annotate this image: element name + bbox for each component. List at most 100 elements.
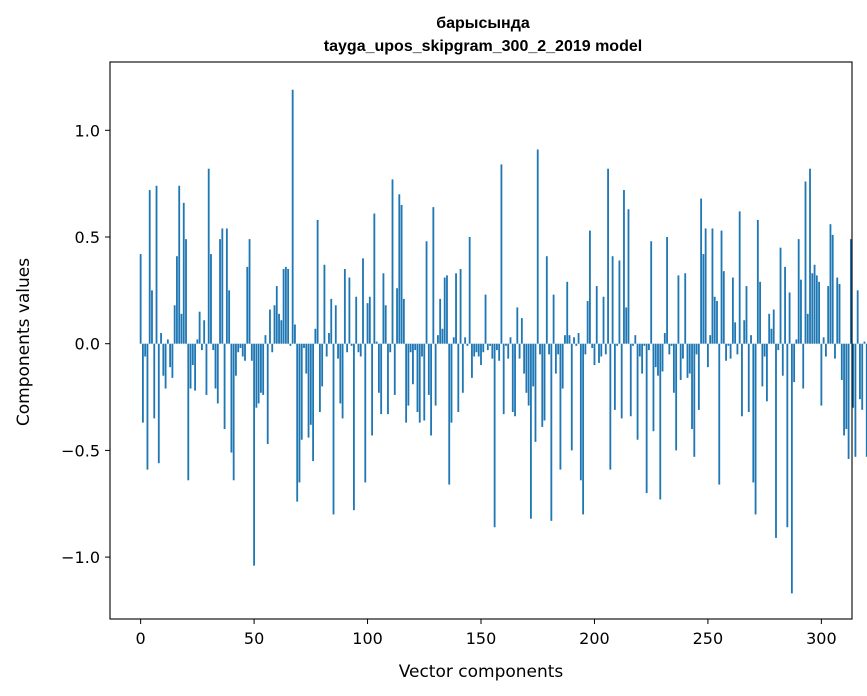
bar-232 — [666, 237, 668, 344]
bar-43 — [237, 343, 240, 353]
bar-8 — [157, 343, 160, 464]
bar-169 — [523, 343, 526, 374]
bar-1 — [141, 343, 144, 423]
bar-257 — [722, 271, 725, 344]
bar-120 — [412, 343, 414, 385]
bar-57 — [269, 309, 271, 344]
bar-147 — [473, 343, 476, 357]
chart-subtitle: tayga_upos_skipgram_300_2_2019 model — [324, 38, 642, 55]
bar-215 — [627, 209, 630, 344]
bar-64 — [284, 266, 287, 344]
bar-40 — [230, 343, 233, 453]
bar-22 — [189, 343, 192, 389]
bar-146 — [471, 343, 473, 378]
bar-109 — [387, 343, 389, 415]
bar-213 — [623, 190, 625, 344]
bar-234 — [670, 343, 673, 346]
y-tick-label: −0.5 — [61, 441, 100, 460]
bar-203 — [600, 343, 603, 357]
bar-18 — [180, 313, 183, 344]
bar-38 — [225, 228, 228, 344]
bar-212 — [620, 343, 623, 419]
bar-173 — [532, 343, 535, 387]
bar-7 — [155, 185, 158, 344]
bar-152 — [484, 294, 487, 344]
bar-127 — [427, 343, 430, 395]
bar-315 — [854, 343, 857, 457]
bar-238 — [679, 343, 682, 380]
bar-230 — [661, 343, 664, 372]
bar-87 — [337, 343, 339, 359]
bar-274 — [761, 343, 764, 387]
bar-122 — [416, 343, 419, 412]
bar-162 — [507, 343, 510, 359]
bar-92 — [348, 277, 351, 344]
bar-174 — [534, 343, 537, 442]
bar-166 — [516, 307, 519, 344]
bar-125 — [423, 343, 426, 421]
bar-168 — [520, 318, 523, 344]
bar-100 — [366, 303, 369, 344]
bar-204 — [602, 296, 605, 344]
bar-318 — [861, 343, 864, 410]
bar-11 — [164, 343, 167, 389]
bar-229 — [659, 343, 662, 500]
bar-133 — [441, 328, 444, 344]
bar-263 — [736, 343, 739, 355]
bar-28 — [203, 320, 206, 344]
y-axis-label: Components values — [14, 258, 34, 426]
bar-189 — [568, 335, 571, 344]
bar-273 — [759, 281, 762, 344]
bar-10 — [162, 343, 165, 376]
bar-295 — [809, 168, 811, 344]
bar-126 — [425, 241, 428, 344]
bar-293 — [804, 181, 807, 344]
bar-97 — [359, 343, 362, 357]
bar-24 — [194, 343, 196, 391]
bar-17 — [178, 185, 181, 344]
bar-32 — [212, 343, 215, 351]
bar-101 — [368, 296, 371, 344]
bar-115 — [400, 204, 403, 344]
bar-111 — [391, 179, 394, 344]
bar-221 — [641, 343, 644, 374]
bar-198 — [589, 230, 591, 344]
bar-301 — [822, 337, 825, 344]
bar-136 — [448, 343, 451, 485]
bar-66 — [289, 343, 292, 346]
bar-118 — [407, 343, 410, 406]
bar-297 — [813, 264, 816, 344]
bar-144 — [466, 343, 469, 346]
x-tick-label: 200 — [579, 629, 610, 648]
bar-226 — [652, 343, 655, 432]
bar-269 — [750, 335, 752, 344]
bar-282 — [779, 247, 782, 344]
bar-68 — [294, 324, 296, 344]
bar-231 — [663, 333, 666, 344]
bar-310 — [843, 343, 845, 436]
bar-314 — [852, 343, 855, 408]
bar-313 — [849, 239, 852, 344]
bar-254 — [716, 301, 718, 344]
bar-71 — [300, 343, 303, 440]
bar-287 — [790, 343, 793, 594]
bar-249 — [704, 228, 707, 344]
bar-312 — [847, 343, 850, 459]
bar-192 — [575, 343, 578, 346]
bar-240 — [684, 273, 687, 344]
bar-105 — [377, 343, 380, 393]
chart-title: барысында — [436, 15, 530, 32]
bar-160 — [502, 343, 505, 415]
bar-185 — [559, 343, 562, 470]
bar-266 — [743, 320, 746, 344]
bar-181 — [550, 343, 553, 521]
bar-309 — [840, 343, 843, 380]
y-axis-ticks: −1.0 −0.5 0.0 0.5 1.0 — [61, 121, 110, 567]
bar-276 — [766, 343, 768, 402]
bar-73 — [305, 343, 308, 374]
bar-3 — [146, 343, 149, 470]
bar-272 — [756, 219, 759, 344]
bar-247 — [700, 198, 703, 344]
bar-227 — [654, 343, 657, 368]
